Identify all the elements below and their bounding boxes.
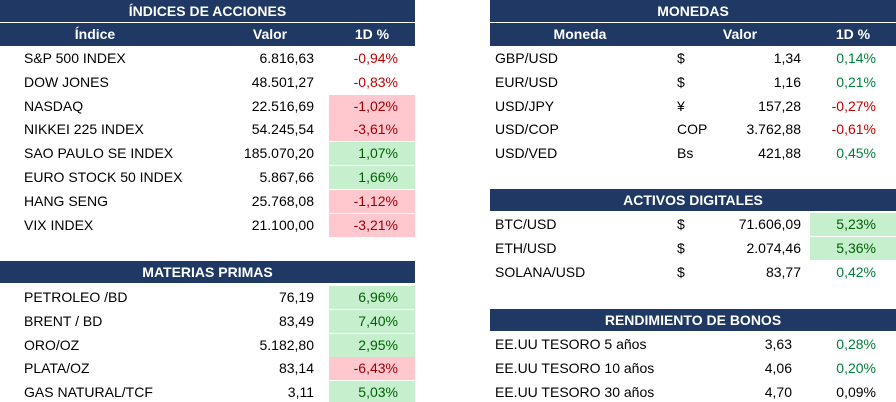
section-title-bar: [490, 189, 896, 211]
section-title: RENDIMIENTO DE BONOS: [604, 311, 782, 328]
row-label: SOLANA/USD: [495, 263, 586, 280]
change-cell: -1,02%: [329, 94, 415, 118]
value-cell: 421,88: [758, 145, 801, 162]
row-label: PLATA/OZ: [24, 360, 90, 377]
section-title: ÍNDICES DE ACCIONES: [128, 2, 287, 19]
row-label: EUR/USD: [495, 73, 559, 90]
value-cell: 6.816,63: [259, 50, 315, 66]
row-label: BTC/USD: [495, 216, 557, 232]
row-label: HANG SENG: [24, 192, 109, 209]
change-cell: -3,21%: [329, 213, 415, 237]
change-cell: 7,40%: [329, 309, 415, 333]
row-label: DOW JONES: [24, 73, 109, 90]
change-cell: -0,94%: [353, 50, 398, 66]
change-cell: -6,43%: [329, 357, 415, 381]
section-title: MATERIAS PRIMAS: [142, 263, 273, 280]
row-label: EE.UU TESORO 30 años: [495, 383, 655, 400]
value-cell: 1,34: [773, 50, 801, 66]
value-cell: 5.182,80: [259, 336, 315, 353]
row-label: EE.UU TESORO 10 años: [495, 359, 655, 376]
change-cell: 0,28%: [836, 336, 876, 352]
change-cell: -0,83%: [353, 73, 398, 90]
column-header: Valor: [722, 26, 758, 42]
value-cell: 83,77: [765, 263, 801, 280]
column-header: Moneda: [553, 26, 607, 42]
row-label: EE.UU TESORO 5 años: [495, 336, 647, 352]
row-label: ETH/USD: [495, 239, 557, 256]
change-cell: 2,95%: [329, 333, 415, 357]
value-cell: 185.070,20: [243, 145, 314, 162]
row-label: USD/COP: [495, 121, 559, 138]
value-cell: 76,19: [278, 289, 314, 305]
change-cell: 0,14%: [836, 50, 876, 66]
change-cell: 0,09%: [836, 383, 876, 400]
value-cell: 3,11: [287, 384, 314, 401]
value-cell: 3.762,88: [746, 121, 802, 138]
row-label: EURO STOCK 50 INDEX: [24, 169, 183, 185]
value-cell: 2.074,46: [746, 239, 802, 256]
change-cell: 6,96%: [329, 286, 415, 309]
column-header: Valor: [252, 26, 288, 42]
row-label: USD/VED: [495, 145, 558, 162]
change-cell: 5,23%: [810, 213, 896, 236]
value-cell: 48.501,27: [251, 73, 314, 90]
value-cell: 83,49: [278, 312, 314, 329]
value-cell: 22.516,69: [251, 97, 314, 114]
change-cell: -0,61%: [831, 121, 876, 138]
row-label: GAS NATURAL/TCF: [24, 384, 153, 401]
value-cell: 4,70: [764, 383, 792, 400]
value-cell: 5.867,66: [259, 169, 315, 185]
section-title-bar: [490, 309, 896, 331]
section-title: MONEDAS: [657, 2, 729, 19]
row-label: ORO/OZ: [24, 336, 80, 353]
value-cell: 157,28: [758, 97, 801, 114]
change-cell: 5,03%: [329, 381, 415, 402]
change-cell: 0,42%: [836, 263, 876, 280]
section-title-bar: [490, 0, 896, 22]
value-cell: $: [677, 73, 685, 90]
change-cell: -3,61%: [329, 118, 415, 142]
row-label: NASDAQ: [24, 97, 84, 114]
value-cell: 4,06: [764, 359, 792, 376]
change-cell: 0,21%: [836, 73, 876, 90]
row-label: NIKKEI 225 INDEX: [24, 121, 144, 138]
change-cell: 5,36%: [810, 236, 896, 260]
value-cell: $: [677, 239, 685, 256]
section-title: ACTIVOS DIGITALES: [623, 191, 763, 208]
value-cell: 25.768,08: [251, 192, 314, 209]
value-cell: $: [677, 263, 685, 280]
value-cell: 21.100,00: [251, 216, 314, 233]
change-cell: -0,27%: [831, 97, 876, 114]
row-label: BRENT / BD: [24, 312, 103, 329]
value-cell: 3,63: [764, 336, 792, 352]
value-cell: COP: [677, 121, 708, 138]
value-cell: ¥: [677, 97, 685, 114]
row-label: SAO PAULO SE INDEX: [24, 145, 174, 162]
value-cell: Bs: [677, 145, 694, 162]
column-header: Índice: [74, 26, 116, 42]
column-header: 1D %: [354, 26, 390, 42]
value-cell: $: [677, 216, 685, 232]
value-cell: 54.245,54: [251, 121, 314, 138]
change-cell: 1,07%: [329, 142, 415, 166]
value-cell: 83,14: [278, 360, 314, 377]
column-header: 1D %: [835, 26, 871, 42]
value-cell: $: [677, 50, 685, 66]
row-label: PETROLEO /BD: [24, 289, 128, 305]
section-title-bar: [0, 261, 415, 283]
section-title-bar: [0, 0, 415, 22]
row-label: GBP/USD: [495, 50, 559, 66]
change-cell: 1,66%: [329, 166, 415, 189]
value-cell: 71.606,09: [738, 216, 801, 232]
row-label: USD/JPY: [495, 97, 555, 114]
value-cell: 1,16: [773, 73, 801, 90]
column-header-bar: [490, 23, 896, 46]
change-cell: 0,45%: [836, 145, 876, 162]
row-label: S&P 500 INDEX: [24, 50, 126, 66]
row-label: VIX INDEX: [24, 216, 94, 233]
change-cell: -1,12%: [329, 189, 415, 213]
change-cell: 0,20%: [836, 359, 876, 376]
column-header-bar: [0, 23, 415, 46]
